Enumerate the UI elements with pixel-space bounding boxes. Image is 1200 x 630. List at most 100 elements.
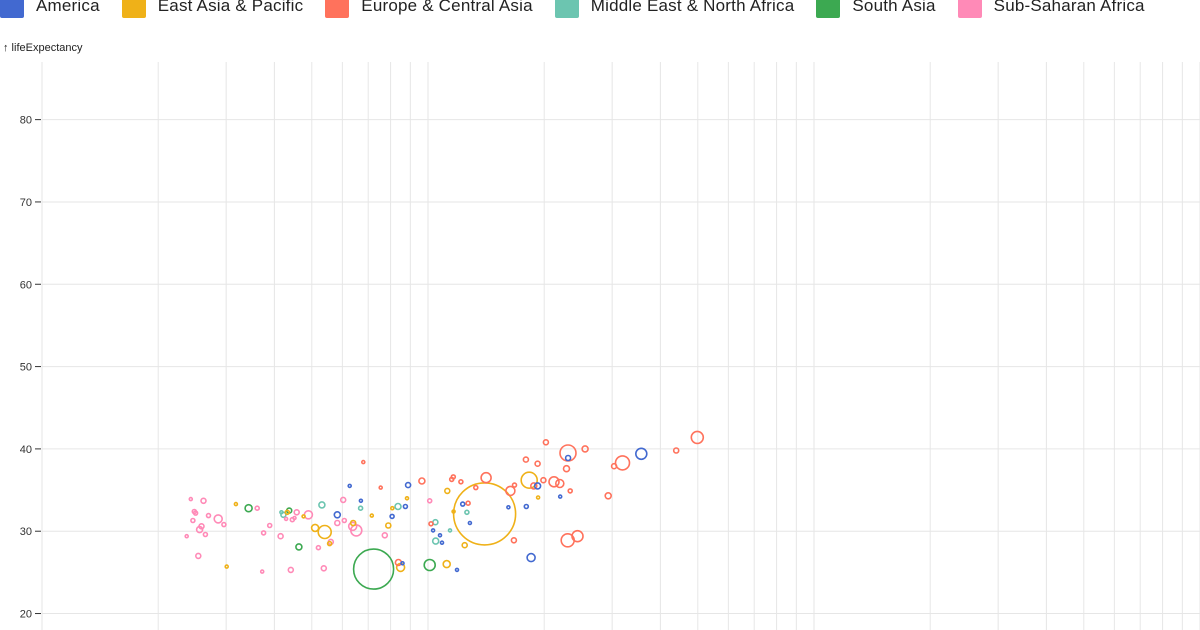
bubble-point[interactable]	[277, 532, 284, 540]
bubble-point[interactable]	[554, 478, 565, 489]
bubble-point[interactable]	[540, 476, 547, 484]
bubble-point[interactable]	[384, 522, 392, 529]
bubble-point[interactable]	[442, 559, 452, 569]
bubble-point[interactable]	[423, 558, 437, 572]
bubble-point[interactable]	[317, 524, 333, 540]
bubble-point[interactable]	[533, 482, 542, 490]
bubble-point[interactable]	[213, 514, 223, 524]
bubble-point[interactable]	[447, 528, 453, 533]
bubble-point[interactable]	[428, 520, 434, 527]
bubble-point[interactable]	[523, 503, 530, 510]
bubble-point[interactable]	[430, 528, 436, 533]
bubble-point[interactable]	[581, 445, 589, 453]
bubble-point[interactable]	[184, 533, 189, 539]
bubble-point[interactable]	[333, 519, 341, 527]
bubble-point[interactable]	[451, 509, 456, 514]
bubble-point[interactable]	[506, 504, 511, 510]
bubble-point[interactable]	[287, 566, 295, 574]
bubble-point[interactable]	[349, 519, 357, 527]
bubble-point[interactable]	[221, 521, 227, 528]
bubble-point[interactable]	[548, 475, 560, 488]
bubble-point[interactable]	[564, 454, 572, 462]
bubble-point[interactable]	[431, 537, 440, 545]
bubble-point[interactable]	[341, 517, 348, 524]
bubble-point[interactable]	[310, 523, 320, 533]
bubble-point[interactable]	[400, 560, 405, 566]
bubble-point[interactable]	[610, 462, 618, 470]
bubble-point[interactable]	[259, 569, 265, 574]
bubble-point[interactable]	[347, 521, 358, 532]
bubble-point[interactable]	[439, 540, 445, 546]
bubble-point[interactable]	[233, 501, 239, 507]
bubble-point[interactable]	[464, 509, 470, 516]
bubble-point[interactable]	[520, 471, 539, 490]
bubble-point[interactable]	[244, 503, 253, 513]
bubble-point[interactable]	[461, 541, 469, 549]
bubble-point[interactable]	[318, 501, 326, 509]
bubble-point[interactable]	[347, 483, 353, 489]
bubble-point[interactable]	[465, 500, 471, 507]
bubble-point[interactable]	[357, 505, 364, 512]
bubble-point[interactable]	[190, 517, 196, 524]
bubble-point[interactable]	[472, 484, 479, 491]
bubble-point[interactable]	[614, 455, 631, 471]
bubble-point[interactable]	[557, 494, 563, 499]
bubble-point[interactable]	[571, 529, 584, 543]
bubble-point[interactable]	[562, 464, 571, 473]
bubble-point[interactable]	[458, 478, 464, 485]
bubble-point[interactable]	[535, 495, 541, 500]
bubble-point[interactable]	[443, 487, 451, 495]
bubble-point[interactable]	[195, 552, 202, 560]
bubble-point[interactable]	[191, 508, 198, 515]
bubble-point[interactable]	[293, 508, 301, 516]
bubble-point[interactable]	[352, 548, 395, 590]
bubble-point[interactable]	[295, 543, 303, 551]
bubble-point[interactable]	[529, 482, 538, 490]
bubble-point[interactable]	[326, 540, 333, 547]
bubble-point[interactable]	[188, 496, 194, 502]
bubble-point[interactable]	[254, 505, 261, 512]
bubble-point[interactable]	[526, 552, 536, 563]
bubble-point[interactable]	[522, 456, 530, 463]
bubble-point[interactable]	[339, 496, 347, 504]
bubble-point[interactable]	[454, 567, 460, 573]
bubble-point[interactable]	[378, 485, 384, 490]
bubble-point[interactable]	[360, 459, 366, 465]
bubble-point[interactable]	[389, 513, 395, 520]
bubble-point[interactable]	[381, 531, 389, 539]
bubble-point[interactable]	[418, 477, 426, 485]
bubble-point[interactable]	[284, 509, 291, 516]
bubble-point[interactable]	[459, 501, 466, 507]
bubble-point[interactable]	[634, 447, 648, 461]
bubble-point[interactable]	[672, 447, 680, 454]
bubble-point[interactable]	[480, 471, 492, 484]
bubble-point[interactable]	[394, 502, 402, 511]
bubble-point[interactable]	[292, 515, 297, 521]
bubble-point[interactable]	[510, 536, 518, 544]
bubble-point[interactable]	[266, 522, 273, 529]
bubble-point[interactable]	[279, 509, 284, 515]
bubble-point[interactable]	[505, 485, 516, 497]
bubble-point[interactable]	[333, 510, 342, 519]
bubble-point[interactable]	[200, 497, 207, 505]
bubble-point[interactable]	[320, 564, 328, 572]
bubble-point[interactable]	[301, 514, 306, 519]
bubble-point[interactable]	[450, 474, 457, 480]
bubble-point[interactable]	[467, 520, 473, 526]
bubble-point[interactable]	[202, 531, 209, 538]
bubble-point[interactable]	[315, 544, 322, 551]
bubble-point[interactable]	[358, 498, 364, 504]
bubble-point[interactable]	[260, 530, 267, 536]
bubble-point[interactable]	[567, 488, 574, 494]
bubble-point[interactable]	[283, 516, 289, 522]
bubble-point[interactable]	[404, 495, 410, 501]
bubble-point[interactable]	[389, 505, 395, 511]
bubble-point[interactable]	[224, 564, 229, 569]
bubble-point[interactable]	[542, 438, 550, 446]
bubble-point[interactable]	[303, 509, 314, 520]
bubble-point[interactable]	[559, 444, 577, 462]
bubble-point[interactable]	[205, 512, 212, 519]
bubble-point[interactable]	[534, 460, 541, 468]
bubble-point[interactable]	[369, 513, 375, 518]
bubble-point[interactable]	[437, 532, 443, 538]
